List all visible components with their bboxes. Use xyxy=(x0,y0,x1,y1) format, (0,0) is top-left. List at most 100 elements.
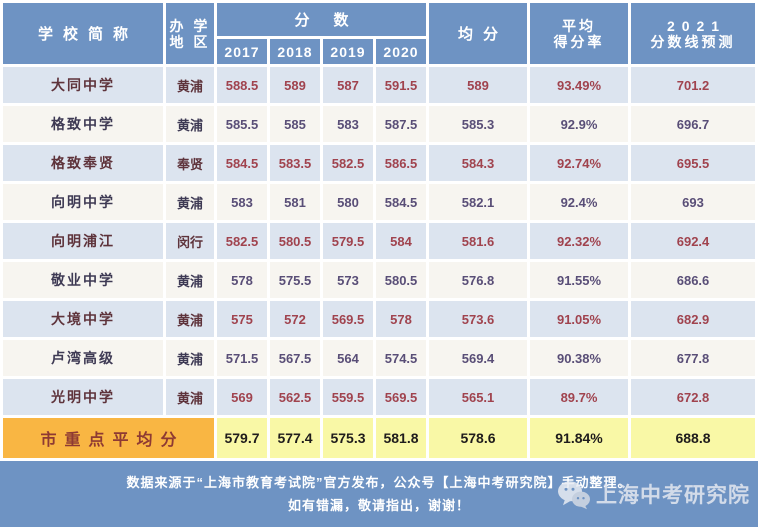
table-body: 大同中学 黄浦 588.5 589 587 591.5 589 93.49% 7… xyxy=(3,67,756,415)
header-rate-line2: 得分率 xyxy=(553,33,605,50)
header-year-2018: 2018 xyxy=(270,39,320,64)
school-name-cell: 向明浦江 xyxy=(3,223,163,259)
score-2020-cell: 569.5 xyxy=(376,379,427,415)
rate-cell: 92.9% xyxy=(530,106,629,142)
district-cell: 奉贤 xyxy=(166,145,214,181)
score-2018-cell: 585 xyxy=(270,106,320,142)
score-2017-cell: 582.5 xyxy=(217,223,267,259)
school-name-cell: 向明中学 xyxy=(3,184,163,220)
prediction-cell: 682.9 xyxy=(631,301,756,337)
score-2017-cell: 583 xyxy=(217,184,267,220)
table-row: 格致奉贤 奉贤 584.5 583.5 582.5 586.5 584.3 92… xyxy=(3,145,756,181)
prediction-cell: 701.2 xyxy=(631,67,756,103)
header-score-group: 分数 xyxy=(217,3,427,36)
score-2020-cell: 578 xyxy=(376,301,427,337)
score-2018-cell: 580.5 xyxy=(270,223,320,259)
score-2019-cell: 583 xyxy=(323,106,373,142)
average-cell: 576.8 xyxy=(429,262,528,298)
summary-2020: 581.8 xyxy=(376,418,427,458)
district-cell: 黄浦 xyxy=(166,106,214,142)
average-cell: 582.1 xyxy=(429,184,528,220)
district-cell: 黄浦 xyxy=(166,340,214,376)
school-name-cell: 卢湾高级 xyxy=(3,340,163,376)
score-2019-cell: 587 xyxy=(323,67,373,103)
district-cell: 黄浦 xyxy=(166,262,214,298)
table-row: 格致中学 黄浦 585.5 585 583 587.5 585.3 92.9% … xyxy=(3,106,756,142)
score-2018-cell: 567.5 xyxy=(270,340,320,376)
prediction-cell: 695.5 xyxy=(631,145,756,181)
summary-2019: 575.3 xyxy=(323,418,373,458)
score-2017-cell: 569 xyxy=(217,379,267,415)
summary-2017: 579.7 xyxy=(217,418,267,458)
header-year-2017: 2017 xyxy=(217,39,267,64)
score-2018-cell: 572 xyxy=(270,301,320,337)
header-school: 学校简称 xyxy=(3,3,163,64)
district-cell: 黄浦 xyxy=(166,184,214,220)
table-header: 学校简称 办 学 地 区 分数 均分 平均 得分率 2021 分数线预测 201… xyxy=(3,3,756,64)
score-2019-cell: 573 xyxy=(323,262,373,298)
school-name-cell: 光明中学 xyxy=(3,379,163,415)
header-rate-line1: 平均 xyxy=(562,17,597,34)
summary-average: 578.6 xyxy=(429,418,528,458)
header-year-2019: 2019 xyxy=(323,39,373,64)
score-2017-cell: 571.5 xyxy=(217,340,267,376)
rate-cell: 93.49% xyxy=(530,67,629,103)
score-2018-cell: 562.5 xyxy=(270,379,320,415)
district-cell: 黄浦 xyxy=(166,67,214,103)
footer-banner: 数据来源于“上海市教育考试院”官方发布，公众号【上海中考研究院】手动整理。 如有… xyxy=(0,461,758,527)
rate-cell: 92.32% xyxy=(530,223,629,259)
school-name-cell: 敬业中学 xyxy=(3,262,163,298)
score-2019-cell: 580 xyxy=(323,184,373,220)
table-row: 大境中学 黄浦 575 572 569.5 578 573.6 91.05% 6… xyxy=(3,301,756,337)
footer-note-line: 如有错漏，敬请指出，谢谢！ xyxy=(287,498,470,513)
score-2020-cell: 580.5 xyxy=(376,262,427,298)
score-2017-cell: 585.5 xyxy=(217,106,267,142)
score-2017-cell: 584.5 xyxy=(217,145,267,181)
score-2020-cell: 584 xyxy=(376,223,427,259)
average-cell: 589 xyxy=(429,67,528,103)
watermark-text: 上海中考研究院 xyxy=(596,483,750,507)
prediction-cell: 693 xyxy=(631,184,756,220)
summary-prediction: 688.8 xyxy=(631,418,756,458)
school-name-cell: 格致中学 xyxy=(3,106,163,142)
prediction-cell: 677.8 xyxy=(631,340,756,376)
district-cell: 黄浦 xyxy=(166,301,214,337)
header-district-line2: 地 区 xyxy=(169,33,211,50)
watermark: 上海中考研究院 xyxy=(557,480,750,510)
score-2020-cell: 591.5 xyxy=(376,67,427,103)
score-2020-cell: 574.5 xyxy=(376,340,427,376)
score-2019-cell: 582.5 xyxy=(323,145,373,181)
score-2018-cell: 583.5 xyxy=(270,145,320,181)
prediction-cell: 686.6 xyxy=(631,262,756,298)
header-district-line1: 办 学 xyxy=(169,17,211,34)
header-pred-line2: 分数线预测 xyxy=(650,33,736,50)
school-name-cell: 格致奉贤 xyxy=(3,145,163,181)
average-cell: 569.4 xyxy=(429,340,528,376)
footer-source-line: 数据来源于“上海市教育考试院”官方发布，公众号【上海中考研究院】手动整理。 xyxy=(126,475,632,490)
header-2021-prediction: 2021 分数线预测 xyxy=(631,3,756,64)
average-cell: 584.3 xyxy=(429,145,528,181)
rate-cell: 89.7% xyxy=(530,379,629,415)
table-row: 大同中学 黄浦 588.5 589 587 591.5 589 93.49% 7… xyxy=(3,67,756,103)
score-2018-cell: 589 xyxy=(270,67,320,103)
table-row: 卢湾高级 黄浦 571.5 567.5 564 574.5 569.4 90.3… xyxy=(3,340,756,376)
rate-cell: 91.05% xyxy=(530,301,629,337)
score-2020-cell: 587.5 xyxy=(376,106,427,142)
score-2018-cell: 575.5 xyxy=(270,262,320,298)
average-cell: 581.6 xyxy=(429,223,528,259)
prediction-cell: 672.8 xyxy=(631,379,756,415)
table-row: 敬业中学 黄浦 578 575.5 573 580.5 576.8 91.55%… xyxy=(3,262,756,298)
summary-2018: 577.4 xyxy=(270,418,320,458)
summary-row: 市重点平均分 579.7 577.4 575.3 581.8 578.6 91.… xyxy=(3,418,756,458)
average-cell: 565.1 xyxy=(429,379,528,415)
district-cell: 黄浦 xyxy=(166,379,214,415)
score-2019-cell: 559.5 xyxy=(323,379,373,415)
school-name-cell: 大同中学 xyxy=(3,67,163,103)
school-name-cell: 大境中学 xyxy=(3,301,163,337)
score-2017-cell: 575 xyxy=(217,301,267,337)
average-cell: 573.6 xyxy=(429,301,528,337)
score-2019-cell: 564 xyxy=(323,340,373,376)
score-2020-cell: 584.5 xyxy=(376,184,427,220)
table-row: 光明中学 黄浦 569 562.5 559.5 569.5 565.1 89.7… xyxy=(3,379,756,415)
